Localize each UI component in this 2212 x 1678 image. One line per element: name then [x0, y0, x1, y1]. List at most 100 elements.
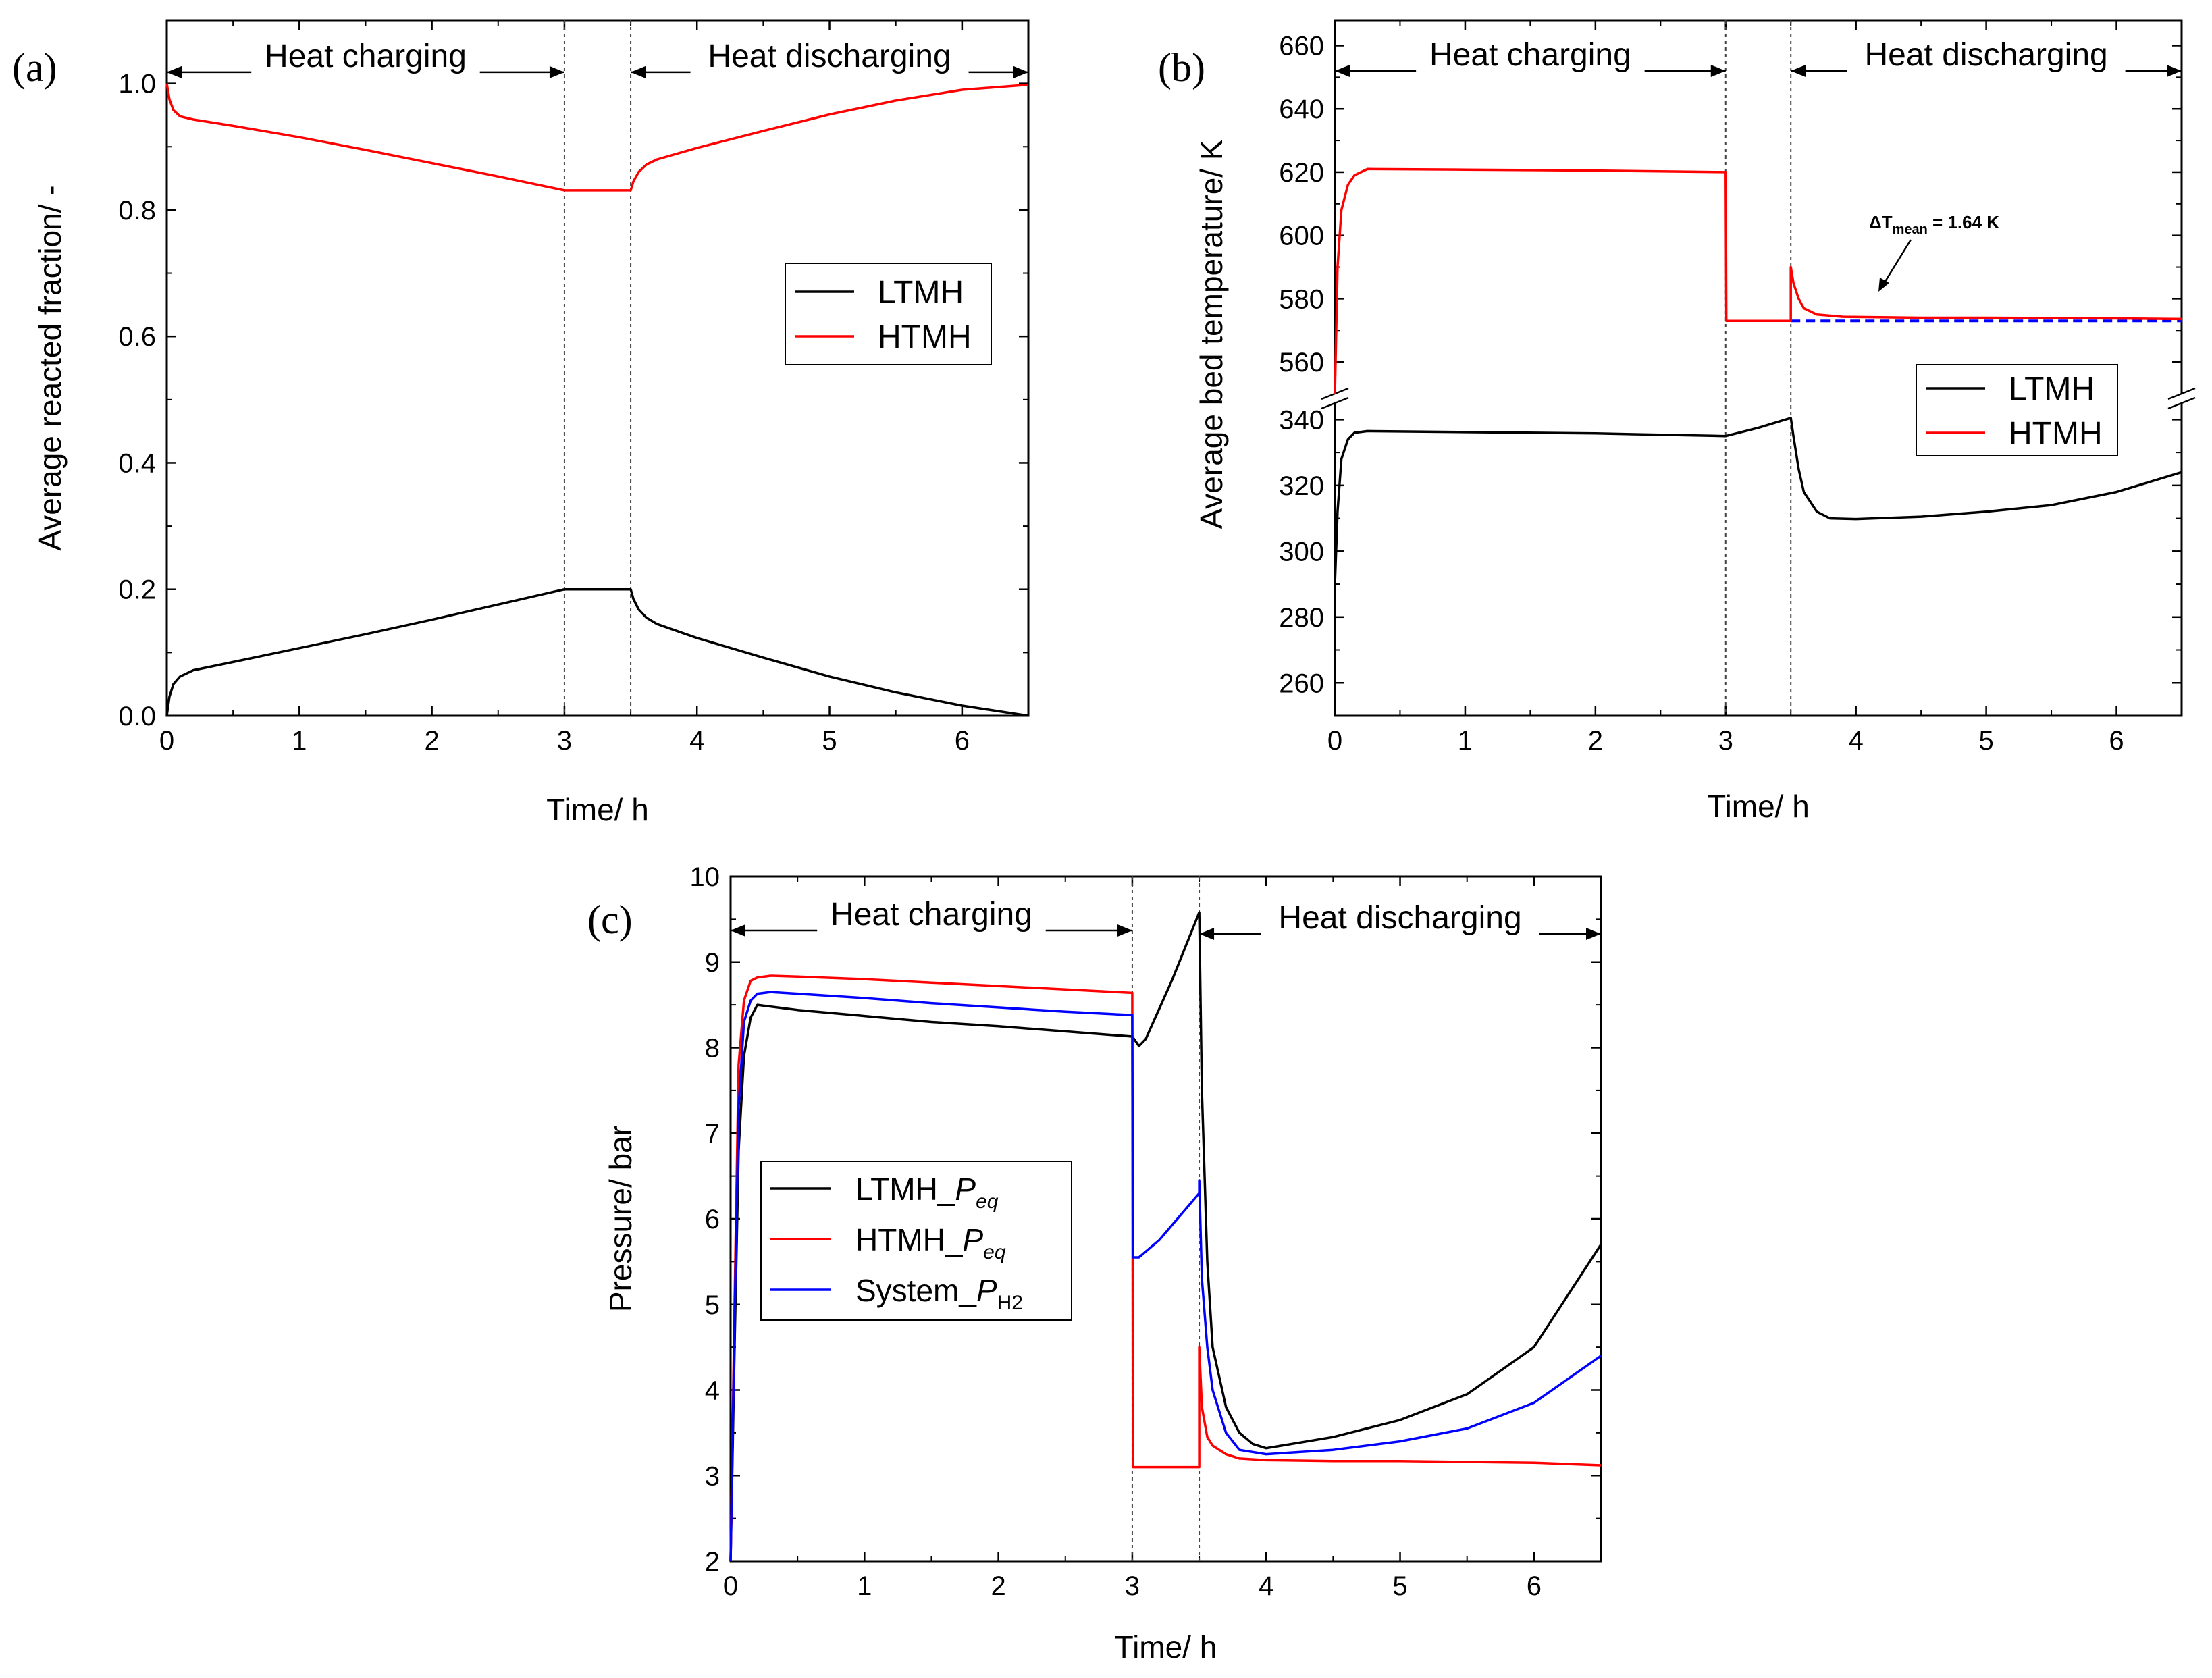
y-tick-label-lower-4: 340 — [1279, 405, 1324, 435]
annotation-arrowhead-left-b1 — [1791, 65, 1806, 77]
legend-label-sub: eq — [976, 1190, 999, 1213]
annotation-arrowhead-left-a1 — [631, 65, 646, 78]
legend-label-2: System_PH2 — [855, 1273, 1023, 1314]
x-tick-label-2: 2 — [991, 1571, 1005, 1601]
y-tick-label-upper-0: 560 — [1279, 348, 1324, 377]
x-tick-label-5: 5 — [1392, 1571, 1407, 1601]
plot-frame — [165, 19, 1030, 717]
y-tick-label-upper-2: 600 — [1279, 221, 1324, 251]
annotation-label-c0: Heat charging — [831, 897, 1032, 933]
axis-break-mark-0 — [1321, 396, 1349, 410]
series-line-ltmh — [165, 587, 1029, 717]
y-tick-label-upper-1: 580 — [1279, 284, 1324, 314]
panel-a: 0 1 2 3 4 5 6 0.0 0.2 0.4 0.6 0.8 1.0 Heat charging He… — [12, 19, 1030, 827]
legend-label-0: LTMH — [878, 275, 964, 311]
annotation-arrowhead-left-c0 — [731, 924, 745, 937]
annotation-label-bg-c1 — [1261, 907, 1539, 937]
annotation-label-bg-b0 — [1416, 44, 1645, 74]
x-tick-label-4: 4 — [1849, 726, 1864, 756]
x-tick-label-6: 6 — [2109, 726, 2124, 756]
x-tick-label-2: 2 — [1588, 726, 1603, 756]
y-tick-label-6: 8 — [705, 1034, 720, 1064]
annotation-label-bg-a0 — [251, 45, 480, 75]
delta-t-subscript: mean — [1893, 222, 1928, 237]
y-tick-label-0: 0.0 — [118, 702, 156, 731]
panel-c: 0 1 2 3 4 5 6 2 3 4 5 6 7 8 9 10 Heat charging Heat disch… — [587, 862, 1602, 1664]
legend-label-1: HTMH_Peq — [855, 1222, 1006, 1263]
x-tick-label-3: 3 — [557, 726, 572, 756]
x-tick-label-1: 1 — [1458, 726, 1473, 756]
series-line-ltmh-peq — [729, 911, 1602, 1562]
x-tick-label-6: 6 — [955, 726, 970, 756]
panel-label: (a) — [12, 45, 57, 90]
annotation-label-a1: Heat discharging — [708, 38, 951, 74]
x-tick-label-1: 1 — [292, 726, 307, 756]
y-tick-label-4: 0.8 — [118, 196, 156, 226]
series-line-htmh — [1334, 167, 2182, 394]
legend-box — [785, 263, 992, 365]
x-tick-label-5: 5 — [1978, 726, 1993, 756]
legend-label-italic: P — [976, 1273, 997, 1308]
y-tick-label-7: 9 — [705, 948, 720, 978]
y-axis-title: Average reacted fraction/ - — [32, 185, 68, 550]
x-axis-title: Time/ h — [1115, 1629, 1217, 1664]
legend: LTMH HTMH — [1916, 364, 2118, 456]
annotation-arrowhead-left-a0 — [167, 65, 182, 78]
legend-box — [1916, 364, 2118, 456]
annotation-label-b0: Heat charging — [1429, 37, 1631, 73]
annotation-label-a0: Heat charging — [265, 38, 467, 74]
axis-break-mark-1 — [2167, 396, 2196, 410]
annotation-label-bg-b1 — [1847, 44, 2126, 74]
x-tick-label-0: 0 — [723, 1571, 738, 1601]
y-tick-label-4: 6 — [705, 1205, 720, 1234]
y-tick-label-5: 1.0 — [118, 70, 156, 99]
annotation-arrowhead-right-a1 — [1013, 65, 1028, 78]
legend-label-1: HTMH — [2009, 416, 2103, 452]
annotation-arrowhead-right-b0 — [1710, 65, 1726, 77]
series-line-system-ph2 — [729, 991, 1602, 1562]
x-tick-label-4: 4 — [1259, 1571, 1273, 1601]
legend-label-1: HTMH — [878, 319, 972, 355]
legend-label-italic: P — [955, 1172, 976, 1207]
y-tick-label-lower-1: 280 — [1279, 603, 1324, 633]
legend-label-sub: eq — [983, 1241, 1006, 1263]
x-tick-label-2: 2 — [424, 726, 439, 756]
panel-b: 0 1 2 3 4 5 6 560 580 600 620 640 660 260 280 300 320 340… — [1158, 19, 2196, 824]
x-tick-label-0: 0 — [159, 726, 174, 756]
delta-t-arrow-line — [1882, 239, 1912, 284]
legend-label-base: LTMH_ — [855, 1172, 956, 1207]
x-axis-title: Time/ h — [546, 792, 649, 827]
y-tick-label-3: 0.6 — [118, 322, 156, 352]
x-tick-label-4: 4 — [689, 726, 704, 756]
y-tick-label-1: 0.2 — [118, 575, 156, 605]
legend: LTMH HTMH — [785, 263, 992, 365]
y-tick-label-upper-5: 660 — [1279, 31, 1324, 61]
x-tick-label-0: 0 — [1327, 726, 1342, 756]
x-tick-label-1: 1 — [857, 1571, 872, 1601]
y-tick-label-0: 2 — [705, 1547, 720, 1577]
y-tick-label-1: 3 — [705, 1461, 720, 1491]
y-tick-label-lower-0: 260 — [1279, 668, 1324, 698]
x-tick-label-6: 6 — [1527, 1571, 1542, 1601]
y-tick-label-upper-3: 620 — [1279, 158, 1324, 188]
y-axis-title: Average bed temperature/ K — [1194, 139, 1229, 529]
x-tick-label-3: 3 — [1718, 726, 1733, 756]
series-line-htmh-peq — [729, 974, 1602, 1562]
panel-label: (c) — [587, 897, 633, 942]
y-tick-label-lower-2: 300 — [1279, 537, 1324, 567]
delta-t-symbol: ΔT — [1869, 212, 1893, 232]
series-line-ltmh — [1334, 417, 2182, 585]
annotation-arrowhead-left-c1 — [1199, 928, 1215, 940]
panel-label: (b) — [1158, 45, 1205, 90]
delta-t-label: ΔTmean = 1.64 K — [1869, 212, 1999, 237]
delta-t-annotation: ΔTmean = 1.64 K — [1869, 212, 1999, 292]
annotation-arrowhead-right-b1 — [2167, 65, 2182, 77]
y-tick-label-5: 7 — [705, 1119, 720, 1149]
y-tick-label-8: 10 — [690, 862, 720, 892]
annotation-label-bg-c0 — [817, 903, 1046, 933]
legend-label-base: System_ — [855, 1273, 977, 1308]
legend-label-italic: P — [962, 1222, 983, 1257]
legend-label-0: LTMH — [2009, 371, 2095, 407]
x-axis-title: Time/ h — [1707, 789, 1810, 824]
legend-label-0: LTMH_Peq — [855, 1172, 999, 1213]
